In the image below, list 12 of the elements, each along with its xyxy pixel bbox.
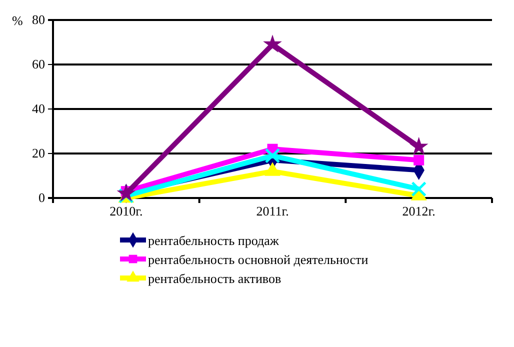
y-tick-label: 60 (32, 56, 45, 72)
legend-label: рентабельность активов (148, 271, 282, 286)
y-tick-label: 0 (38, 190, 45, 206)
x-tick-label: 2012г. (402, 203, 436, 218)
y-tick-label: 80 (32, 12, 45, 28)
y-axis-title: % (12, 13, 23, 28)
y-tick-label: 40 (32, 101, 45, 116)
legend-label: рентабельность основной деятельности (148, 252, 368, 267)
x-tick-label: 2011г. (256, 203, 289, 218)
y-tick-label: 20 (32, 146, 45, 161)
legend-label: рентабельность продаж (148, 233, 280, 248)
x-tick-label: 2010г. (110, 203, 143, 218)
